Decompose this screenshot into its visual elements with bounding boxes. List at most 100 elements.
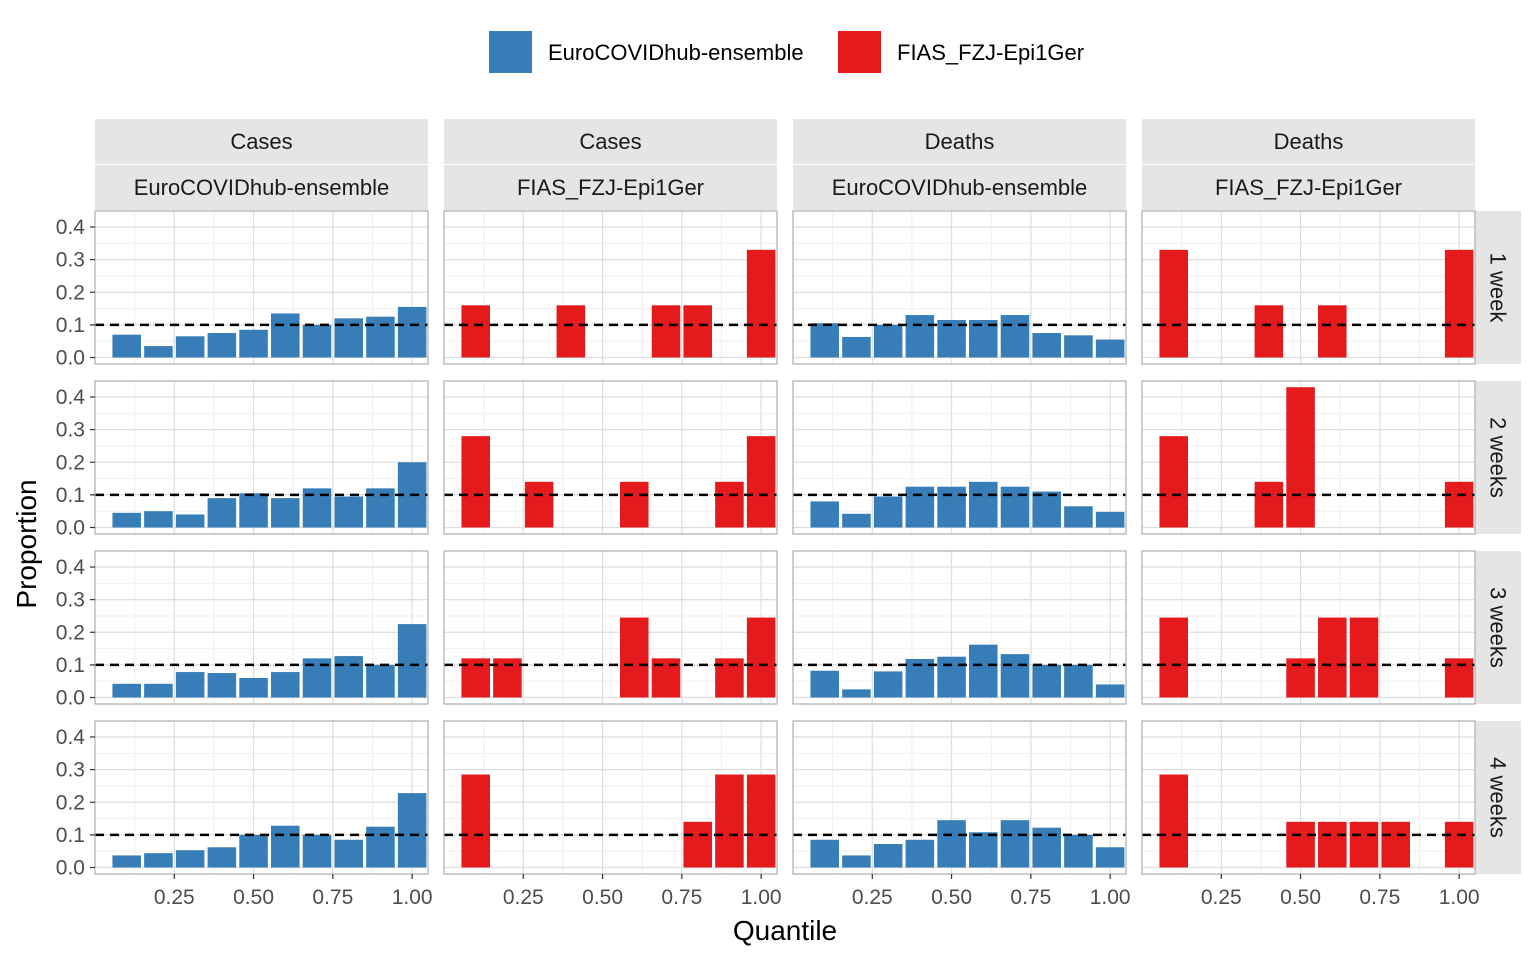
strip-target-bg	[95, 119, 428, 164]
bar	[112, 512, 141, 528]
bar	[207, 498, 237, 528]
bar	[239, 493, 268, 528]
y-tick-label: 0.0	[56, 857, 85, 880]
y-tick-label: 0.4	[56, 726, 86, 749]
y-tick-label: 0.1	[56, 484, 85, 507]
bar	[556, 305, 586, 358]
bar	[1444, 481, 1474, 528]
bar	[271, 498, 300, 528]
bar	[112, 855, 141, 868]
bar	[620, 481, 649, 528]
bar	[842, 513, 871, 528]
x-tick-label: 1.00	[1090, 886, 1131, 909]
bar	[397, 306, 427, 358]
bar	[1064, 506, 1093, 528]
bar	[239, 834, 268, 868]
y-tick-label: 0.3	[56, 249, 85, 272]
x-tick-label: 0.50	[931, 886, 972, 909]
bar	[302, 324, 332, 358]
bar	[175, 850, 205, 868]
panel	[1141, 380, 1476, 535]
panel	[792, 380, 1127, 535]
strip-model-bg	[95, 165, 428, 210]
bar	[1444, 821, 1474, 868]
bar	[746, 617, 776, 698]
bar	[810, 501, 839, 528]
panel-border	[1141, 210, 1476, 365]
bar	[715, 481, 744, 528]
panel-border	[1141, 380, 1476, 535]
y-tick-label: 0.1	[56, 654, 85, 677]
bar	[1254, 305, 1284, 358]
panel-border	[443, 210, 778, 365]
bar	[366, 316, 395, 358]
bar	[175, 672, 205, 698]
x-tick-label: 0.75	[661, 886, 702, 909]
y-tick-label: 0.1	[56, 314, 85, 337]
bar	[1159, 617, 1188, 698]
legend-key-fias	[838, 31, 881, 73]
bar	[397, 624, 427, 698]
y-tick-label: 0.4	[56, 556, 86, 579]
panel-border	[94, 550, 429, 705]
bar	[1032, 333, 1061, 358]
x-tick-label: 0.25	[852, 886, 893, 909]
panel-border	[792, 210, 1127, 365]
bar	[969, 832, 998, 868]
legend-key-ensemble	[489, 31, 532, 73]
legend: EuroCOVIDhub-ensemble FIAS_FZJ-Epi1Ger	[489, 31, 1084, 73]
bar	[1286, 821, 1315, 868]
panel	[94, 210, 429, 365]
bar	[620, 617, 649, 698]
y-tick-label: 0.3	[56, 759, 85, 782]
strip-target-bg	[793, 119, 1126, 164]
bar	[873, 844, 903, 868]
panel-border	[443, 380, 778, 535]
bar	[207, 333, 237, 358]
panel-border	[792, 550, 1127, 705]
strip-horizon-bg	[1475, 721, 1521, 874]
bar	[842, 336, 871, 358]
x-tick-label: 0.50	[1280, 886, 1321, 909]
panel-border	[1141, 720, 1476, 875]
bar	[905, 839, 935, 868]
bar	[207, 847, 237, 868]
x-axis-title: Quantile	[733, 915, 837, 946]
panel	[94, 720, 429, 875]
bar	[271, 825, 300, 868]
panel	[1141, 720, 1476, 875]
strip-model-label: EuroCOVIDhub-ensemble	[832, 175, 1088, 200]
x-tick-label: 1.00	[741, 886, 782, 909]
strip-horizon-label: 4 weeks	[1486, 757, 1511, 838]
strip-model-label: EuroCOVIDhub-ensemble	[134, 175, 390, 200]
bar	[144, 683, 173, 698]
bar	[873, 671, 903, 698]
strip-model-bg	[1142, 165, 1475, 210]
panel	[792, 550, 1127, 705]
bar	[397, 793, 427, 868]
panel	[94, 380, 429, 535]
y-tick-label: 0.2	[56, 451, 85, 474]
bar	[334, 839, 363, 868]
bar	[937, 820, 966, 868]
panel	[792, 210, 1127, 365]
panel-border	[792, 380, 1127, 535]
strip-horizon-label: 2 weeks	[1486, 417, 1511, 498]
bar	[1095, 684, 1125, 698]
bar	[969, 319, 998, 358]
bar	[1000, 315, 1030, 358]
strip-target-label: Deaths	[925, 129, 995, 154]
bar	[1000, 486, 1030, 528]
panel	[443, 380, 778, 535]
strip-target-label: Cases	[230, 129, 292, 154]
y-tick-label: 0.0	[56, 347, 85, 370]
y-tick-label: 0.3	[56, 589, 85, 612]
bar	[1318, 617, 1347, 698]
bar	[1095, 339, 1125, 358]
bar	[1000, 820, 1030, 868]
bar	[1159, 774, 1188, 868]
strip-target-label: Cases	[579, 129, 641, 154]
bar	[1064, 664, 1093, 698]
bar	[1349, 617, 1379, 698]
